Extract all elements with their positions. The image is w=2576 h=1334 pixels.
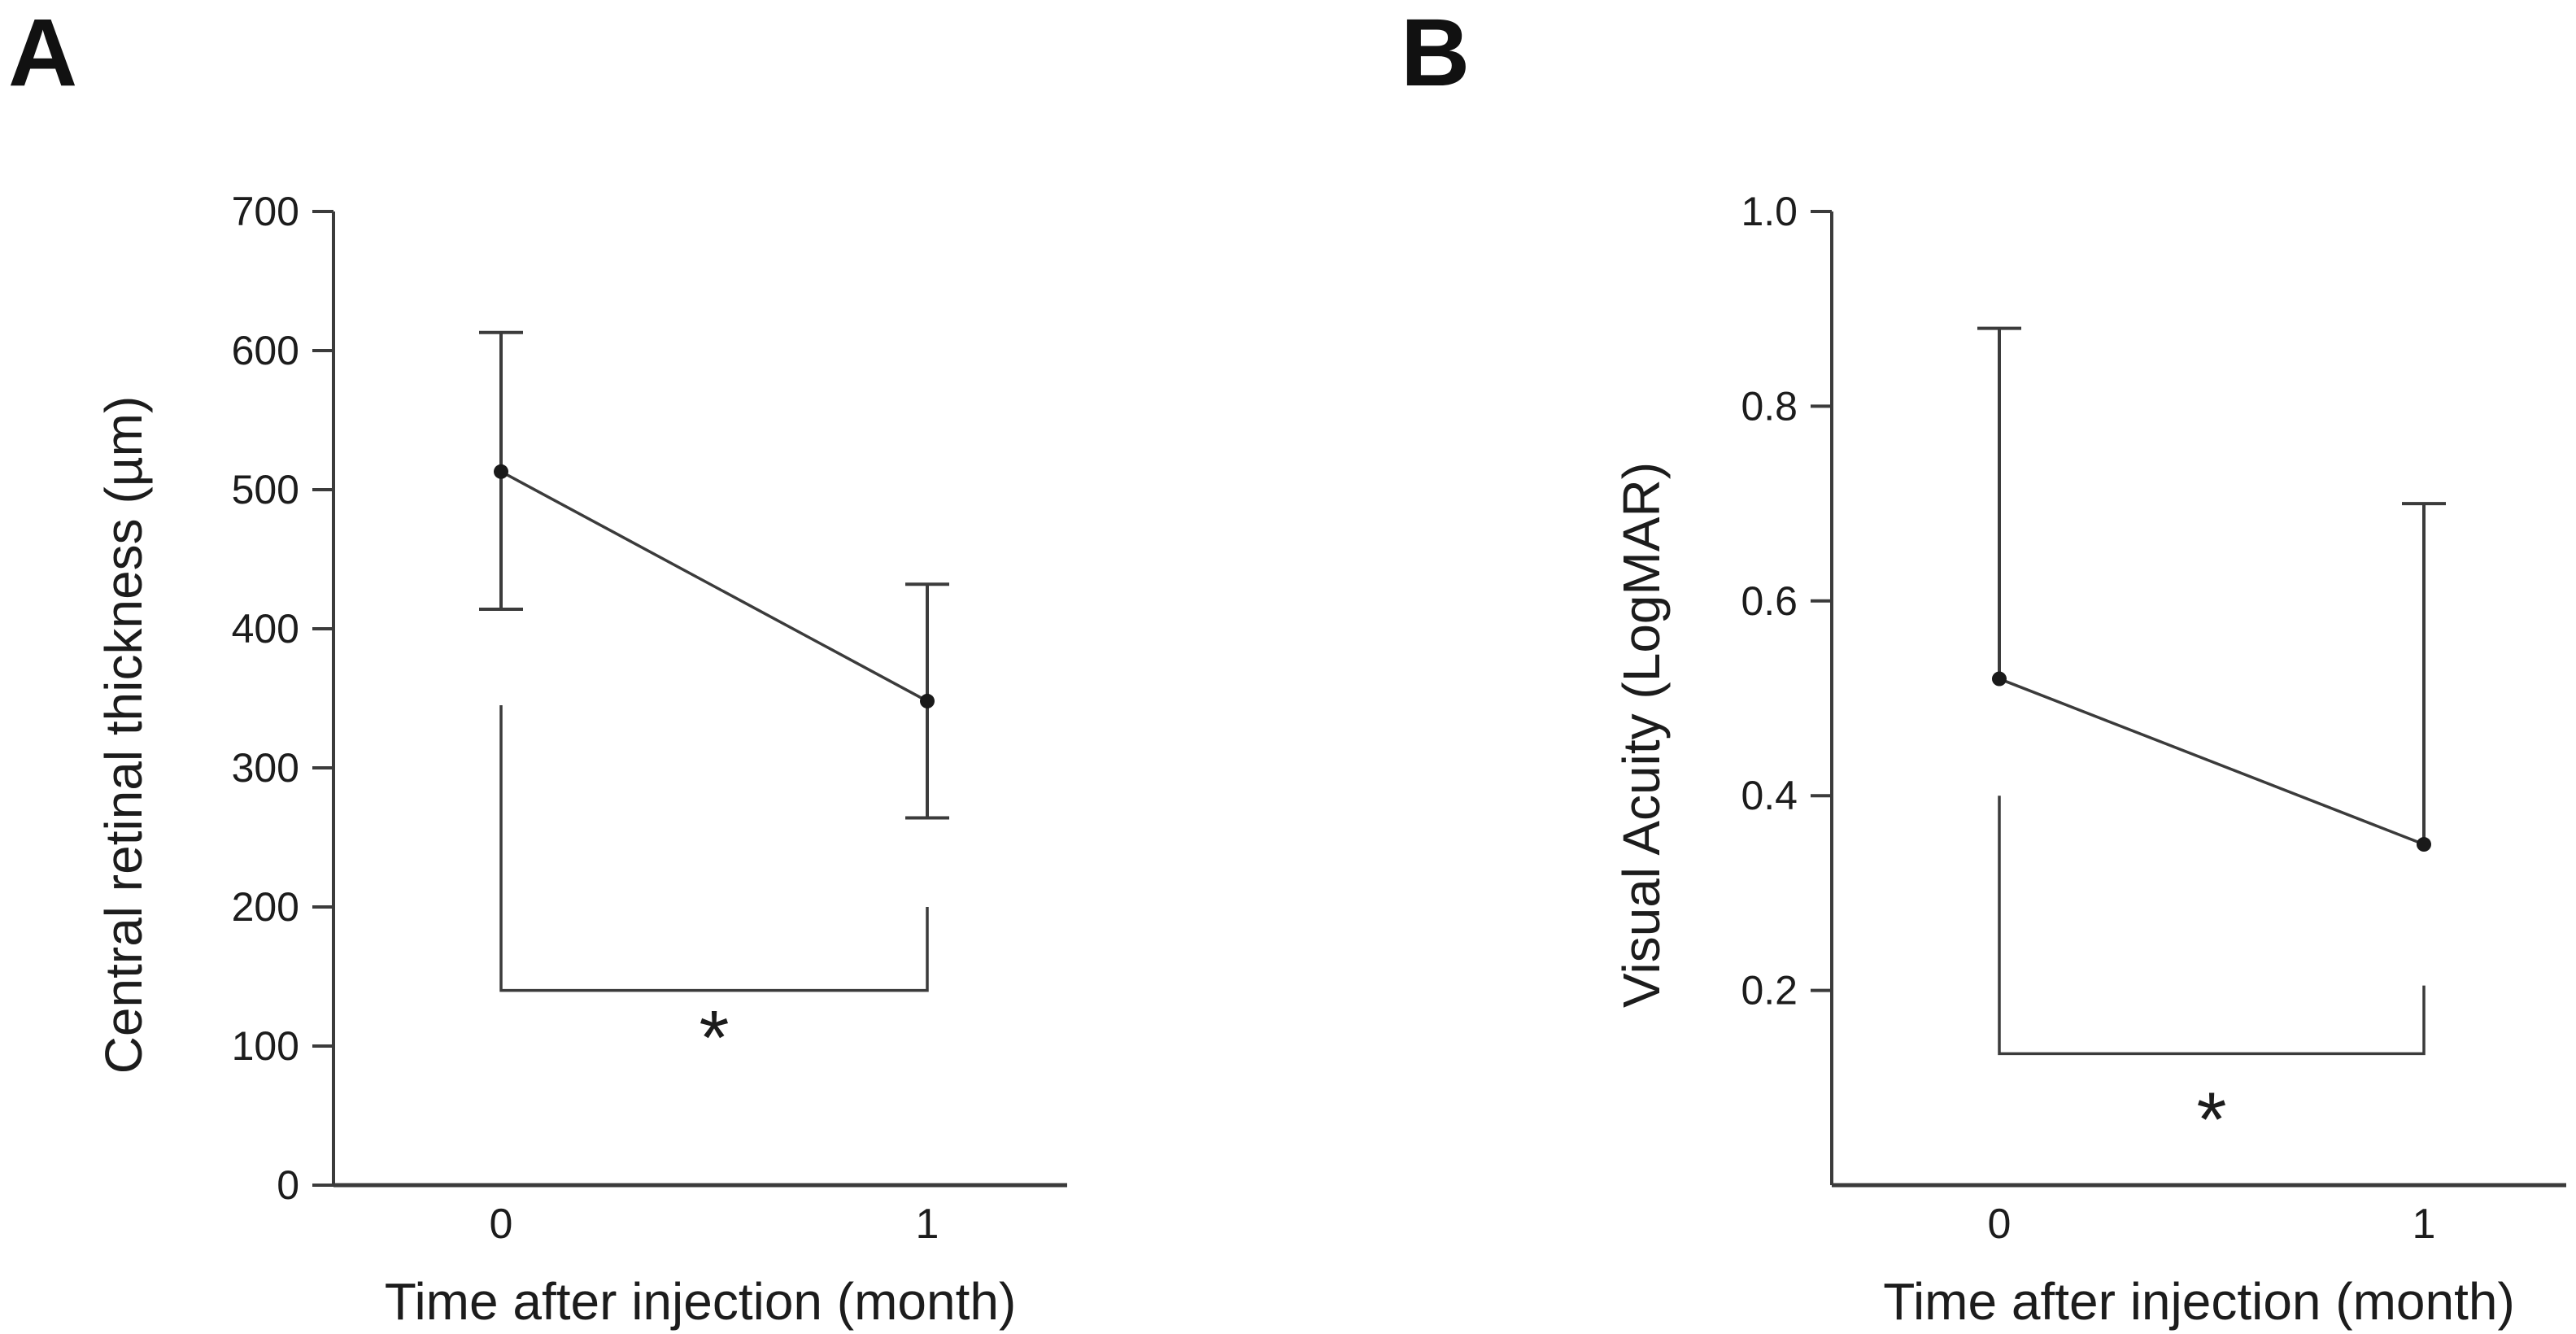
x-tick-label: 0 bbox=[1988, 1201, 2012, 1248]
y-tick-label: 700 bbox=[232, 189, 299, 234]
significance-bracket bbox=[1998, 796, 2426, 1056]
y-tick-label: 0.2 bbox=[1741, 968, 1798, 1014]
y-tick-label: 500 bbox=[232, 467, 299, 512]
series-line bbox=[1998, 677, 2425, 846]
y-tick-label: 600 bbox=[232, 328, 299, 373]
significance-asterisk: * bbox=[700, 995, 730, 1081]
y-tick-label: 400 bbox=[232, 606, 299, 652]
data-point bbox=[2417, 837, 2431, 852]
y-tick-label: 200 bbox=[232, 884, 299, 930]
x-tick-label: 1 bbox=[2413, 1201, 2436, 1248]
y-axis-label: Central retinal thickness (µm) bbox=[94, 396, 153, 1075]
data-point bbox=[494, 464, 508, 479]
x-tick-label: 1 bbox=[916, 1201, 939, 1248]
x-axis-label: Time after injection (month) bbox=[1883, 1272, 2515, 1331]
significance-bracket bbox=[499, 705, 929, 992]
y-axis-label: Visual Acuity (LogMAR) bbox=[1612, 462, 1671, 1008]
x-axis-label: Time after injection (month) bbox=[385, 1272, 1017, 1331]
series-line bbox=[500, 470, 928, 703]
panel-b-label: B bbox=[1401, 0, 1471, 107]
data-point bbox=[1992, 671, 2007, 687]
y-tick-label: 1.0 bbox=[1741, 189, 1798, 234]
y-tick-label: 300 bbox=[232, 745, 299, 791]
panel-a-label: A bbox=[8, 0, 78, 107]
y-tick-label: 0.8 bbox=[1741, 383, 1798, 429]
y-tick-label: 0.6 bbox=[1741, 578, 1798, 624]
significance-asterisk: * bbox=[2197, 1077, 2227, 1163]
x-tick-label: 0 bbox=[490, 1201, 513, 1248]
y-tick-label: 100 bbox=[232, 1023, 299, 1069]
data-point bbox=[920, 693, 935, 708]
y-tick-label: 0 bbox=[277, 1162, 299, 1208]
y-tick-label: 0.4 bbox=[1741, 773, 1798, 818]
panel-b-chart: 0.2 0.4 0.6 0.8 1.0 0 1 Time after injection (m… bbox=[1612, 189, 2566, 1331]
panel-a-chart: 0 100 200 300 400 500 600 700 0 1 Time after injec… bbox=[94, 189, 1067, 1331]
